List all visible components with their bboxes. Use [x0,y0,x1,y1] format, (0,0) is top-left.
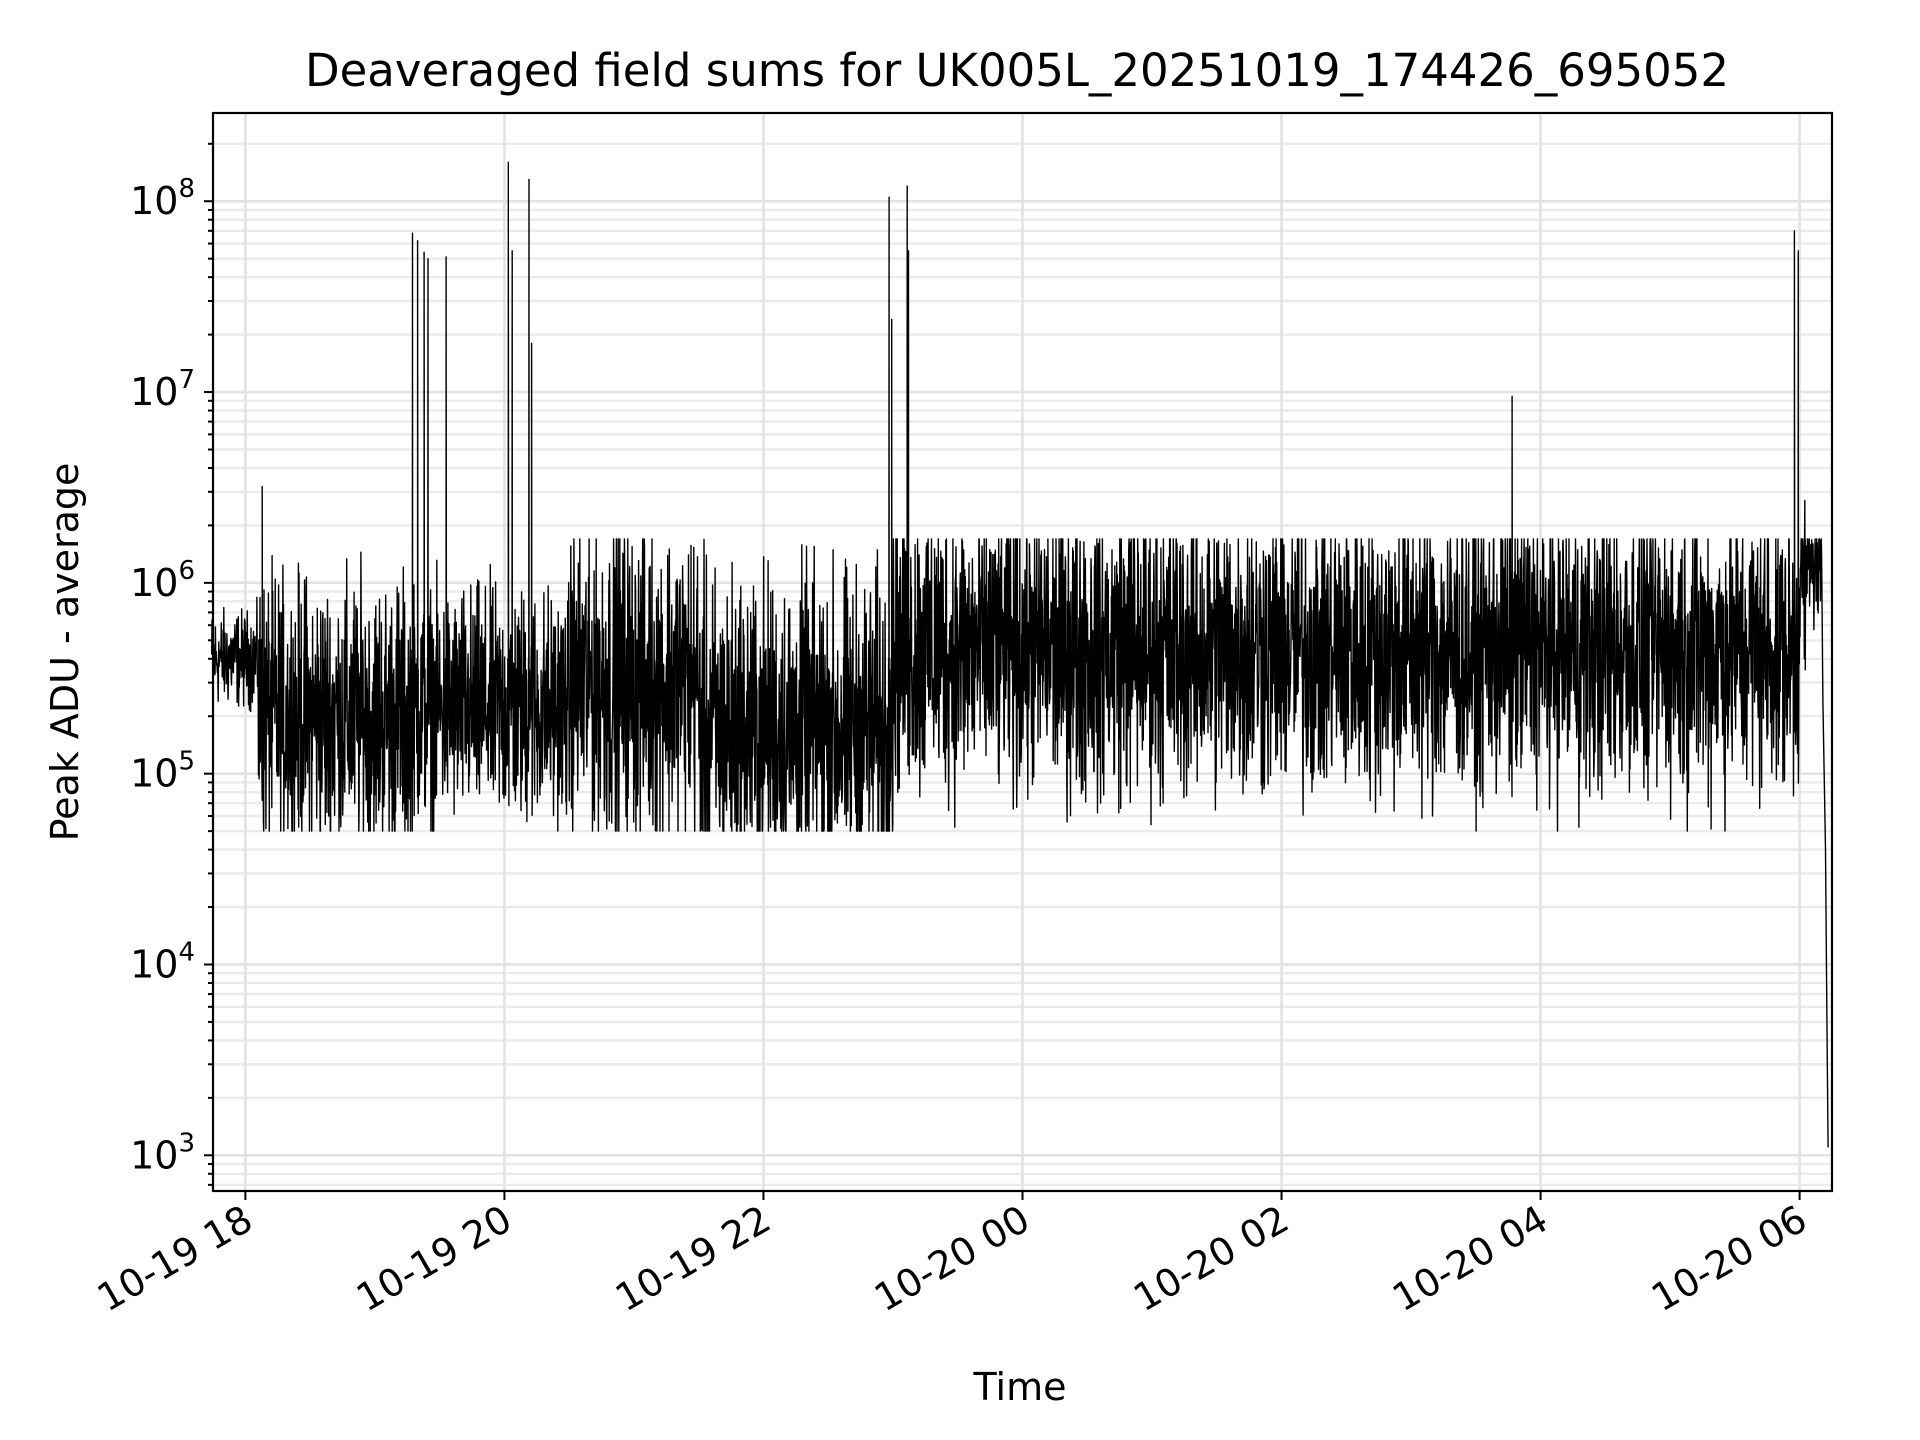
y-tick-label: 107 [130,365,195,414]
y-axis: 103 104 105 106 107 108 [130,142,213,1186]
y-tick-label: 104 [130,937,195,986]
y-axis-label: Peak ADU - average [43,463,87,842]
series-layer [211,161,1829,1148]
y-tick-label: 105 [130,747,195,796]
series-line [211,161,1829,1148]
y-tick-label: 108 [130,174,195,223]
chart-title: Deaveraged field sums for UK005L_2025101… [305,44,1729,97]
y-tick-label: 106 [130,556,195,605]
y-tick-label: 103 [130,1128,195,1177]
x-axis-label: Time [973,1365,1067,1409]
